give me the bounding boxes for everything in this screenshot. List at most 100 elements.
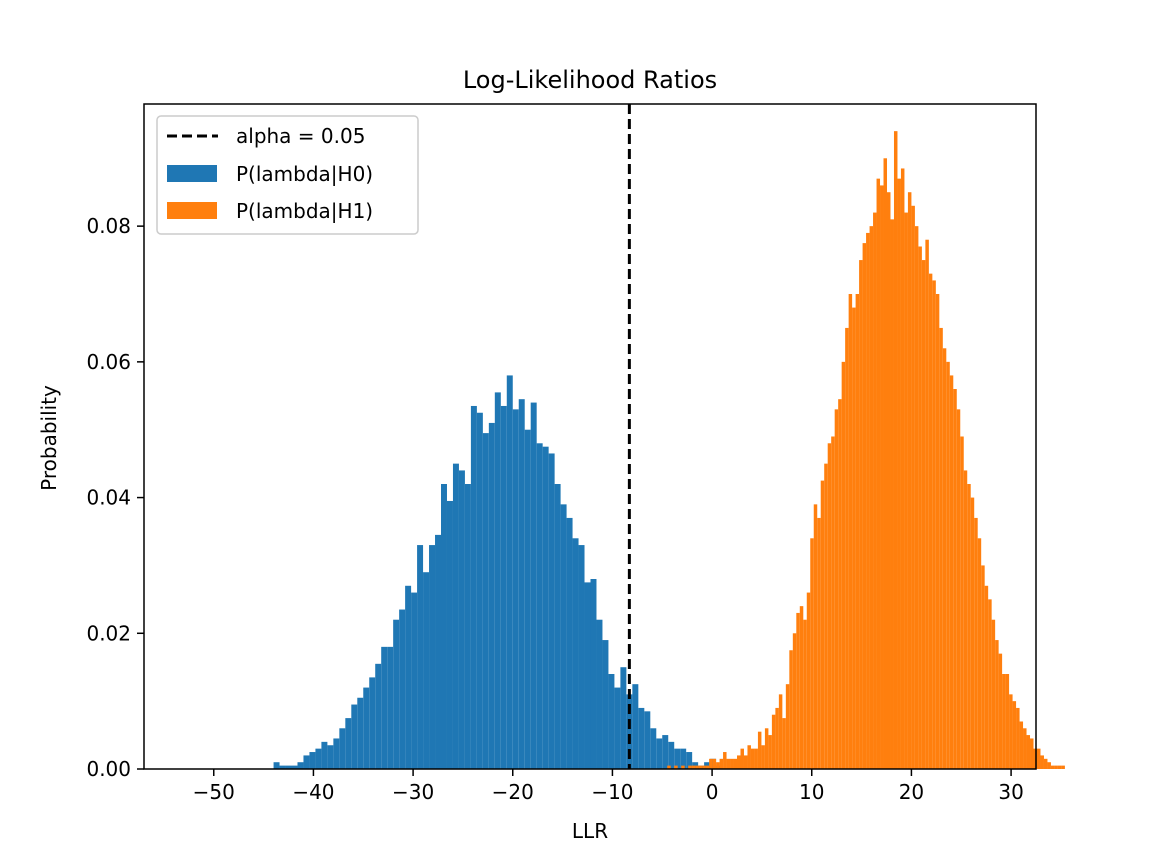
bar bbox=[315, 748, 322, 769]
bar bbox=[602, 640, 609, 769]
bar bbox=[845, 327, 849, 769]
bar bbox=[435, 534, 442, 769]
bar bbox=[620, 667, 627, 769]
bar bbox=[470, 405, 477, 769]
bar bbox=[771, 714, 776, 769]
bar bbox=[1043, 758, 1048, 769]
bar bbox=[757, 731, 762, 769]
bar bbox=[500, 405, 507, 769]
bar bbox=[291, 765, 298, 769]
histogram-h0 bbox=[273, 375, 723, 769]
bar bbox=[393, 619, 400, 769]
bar bbox=[1019, 721, 1024, 769]
bar bbox=[387, 646, 394, 769]
bar bbox=[796, 612, 800, 769]
bar bbox=[482, 433, 489, 769]
bar bbox=[730, 758, 734, 769]
bar bbox=[887, 192, 891, 769]
y-axis-label: Probability bbox=[37, 385, 61, 491]
bar bbox=[303, 755, 310, 769]
chart-title: Log-Likelihood Ratios bbox=[463, 66, 717, 94]
bar bbox=[726, 758, 731, 769]
bar bbox=[351, 704, 358, 769]
bar bbox=[1026, 735, 1031, 769]
bar bbox=[488, 422, 495, 769]
bar bbox=[518, 399, 525, 769]
bar bbox=[1036, 748, 1041, 769]
bar bbox=[1023, 728, 1027, 769]
bar bbox=[747, 745, 751, 769]
bar bbox=[524, 429, 531, 769]
bar bbox=[705, 765, 710, 769]
bar bbox=[890, 219, 894, 769]
x-tick-label: −10 bbox=[591, 780, 633, 804]
bar bbox=[806, 592, 811, 769]
bar bbox=[548, 453, 555, 769]
bar bbox=[981, 565, 985, 769]
bar bbox=[476, 412, 483, 769]
bar bbox=[761, 745, 765, 769]
bar bbox=[572, 538, 579, 769]
x-tick-label: −40 bbox=[292, 780, 334, 804]
bar bbox=[935, 294, 940, 769]
bar bbox=[1061, 765, 1065, 769]
y-tick-label: 0.06 bbox=[86, 350, 131, 374]
bar bbox=[723, 752, 727, 769]
bar bbox=[834, 409, 839, 769]
y-tick-label: 0.00 bbox=[86, 757, 131, 781]
bar bbox=[768, 735, 772, 769]
bar bbox=[688, 765, 692, 769]
bar bbox=[691, 765, 696, 769]
bar bbox=[939, 327, 943, 769]
bar bbox=[399, 609, 406, 769]
bar bbox=[285, 765, 292, 769]
bar bbox=[1047, 762, 1051, 769]
bar bbox=[608, 674, 615, 769]
bar bbox=[452, 463, 459, 769]
bar bbox=[584, 582, 591, 769]
bar bbox=[333, 738, 340, 769]
bar bbox=[1050, 765, 1055, 769]
bar bbox=[824, 463, 828, 769]
bar bbox=[1057, 765, 1062, 769]
bar bbox=[686, 752, 693, 769]
bar bbox=[423, 572, 430, 769]
bar bbox=[590, 579, 597, 769]
legend-h1-label: P(lambda|H1) bbox=[236, 199, 373, 223]
bar bbox=[831, 436, 835, 769]
bar bbox=[970, 497, 975, 769]
bar bbox=[357, 697, 364, 769]
bar bbox=[614, 687, 621, 769]
bar bbox=[782, 718, 786, 769]
x-axis-label: LLR bbox=[572, 819, 608, 843]
bar bbox=[740, 748, 744, 769]
bar bbox=[876, 178, 881, 770]
legend-h0-label: P(lambda|H0) bbox=[236, 162, 373, 186]
legend-h0-swatch bbox=[167, 165, 217, 182]
bar bbox=[411, 592, 418, 769]
bar bbox=[820, 480, 825, 769]
bar bbox=[632, 684, 639, 769]
bar bbox=[279, 765, 286, 769]
bar bbox=[1009, 694, 1013, 769]
bar bbox=[743, 755, 748, 769]
bar bbox=[754, 748, 758, 769]
bar bbox=[1012, 701, 1017, 769]
legend-frame bbox=[156, 115, 419, 235]
bar bbox=[429, 545, 436, 769]
bar bbox=[963, 470, 968, 769]
x-tick-label: 0 bbox=[706, 780, 719, 804]
bar bbox=[750, 748, 755, 769]
x-axis: −50 −40 −30 −20 −10 0 10 20 30 bbox=[193, 769, 1024, 804]
bar bbox=[813, 504, 818, 769]
bar bbox=[297, 762, 304, 769]
bar bbox=[536, 443, 543, 769]
bar bbox=[953, 389, 957, 769]
bar bbox=[900, 168, 905, 769]
bar bbox=[327, 745, 334, 769]
bar bbox=[977, 538, 982, 769]
bar bbox=[662, 735, 669, 769]
bar bbox=[667, 765, 671, 769]
bar bbox=[321, 741, 328, 769]
bar bbox=[566, 517, 573, 769]
